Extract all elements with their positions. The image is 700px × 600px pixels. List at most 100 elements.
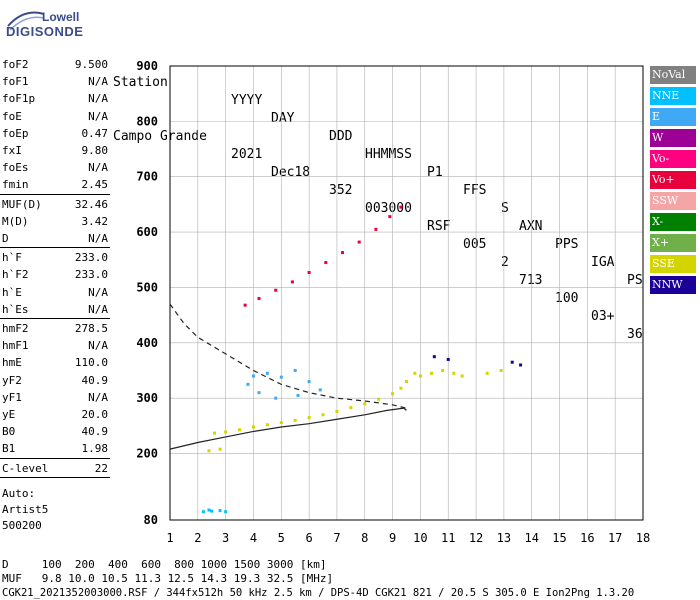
autoscale-info: Auto: [2,486,36,500]
param-row: fmin 2.45 [2,178,108,194]
echo-point [307,271,311,275]
logo-brand-bottom: DIGISONDE [6,24,84,39]
echo-point [274,396,278,400]
echo-point [519,363,523,367]
param-row: h`F 233.0 [2,251,108,267]
logo-brand-top: Lowell [42,10,80,24]
param-value: 233.0 [74,268,108,282]
echo-point [265,371,269,375]
header-value-ffs: 005 [463,237,487,252]
header-value-ddd: 352 [329,183,353,198]
x-tick-label: 8 [361,531,368,545]
header-label-iga: IGA [591,255,615,270]
param-label: yF1 [2,390,22,404]
param-value: 40.9 [81,373,109,387]
param-value: 278.5 [74,322,108,335]
echo-point [224,510,228,514]
echo-point [413,371,417,375]
x-tick-label: 9 [389,531,396,545]
header-value-ps: 36 [627,327,643,342]
param-label: foF1p [2,92,36,106]
param-value: N/A [88,390,108,404]
param-label: yE [2,408,16,421]
param-label: foE [2,109,22,123]
x-tick-label: 18 [636,531,650,545]
param-label: MUF(D) [2,197,42,211]
autoscale-info: Artist5 [2,502,49,516]
y-tick-label: 80 [144,513,158,527]
param-row: h`E N/A [2,286,108,302]
param-label: yF2 [2,373,22,387]
legend-item: Vo+ [650,171,696,189]
echo-point [432,355,436,359]
x-tick-label: 17 [608,531,622,545]
param-label: foF1 [2,75,29,89]
param-row: foF2 9.500 [2,58,108,74]
header-label-station: Station [113,75,168,90]
echo-point [318,388,322,392]
echo-point [246,382,250,386]
legend-item: NNE [650,87,696,105]
param-row: h`F2 233.0 [2,268,108,284]
echo-point [452,371,456,375]
echo-point [307,380,311,384]
param-row: foF1 N/A [2,75,108,91]
legend-item: W [650,129,696,147]
header-label-p1: P1 [427,165,443,180]
autoscale-info: 500200 [2,518,42,532]
param-row: foE N/A [2,110,108,126]
file-info-row: CGK21_2021352003000.RSF / 344fx512h 50 k… [2,587,635,599]
header-label-ffs: FFS [463,183,487,198]
header-label-s: S [501,201,509,216]
param-row: yF1 N/A [2,391,108,407]
header-label-pps: PPS [555,237,579,252]
x-tick-label: 16 [580,531,594,545]
param-value: 2.45 [81,178,109,192]
echo-point [251,425,255,429]
echo-point [243,303,247,307]
param-value: N/A [88,232,108,245]
header-label-yyyy: YYYY [231,93,263,108]
x-tick-label: 5 [278,531,285,545]
legend-item: X- [650,213,696,231]
header-label-hhmmss: HHMMSS [365,147,412,162]
x-tick-label: 14 [524,531,538,545]
bottom-info: D 100 200 400 600 800 1000 1500 3000 [km… [2,558,634,600]
param-label: B0 [2,425,16,439]
echo-point [238,428,242,432]
x-tick-label: 4 [250,531,257,545]
param-row: D N/A [2,232,108,248]
param-label: fmin [2,178,29,192]
echo-point [210,509,214,513]
param-row: fxI 9.80 [2,144,108,160]
echo-point [307,416,311,420]
echo-point [257,297,261,301]
header-values-row: Campo Grande 2021 Dec18 352 003000 RSF 0… [113,110,693,342]
echo-point [335,409,339,413]
echo-point [224,430,228,434]
header-value-s: 2 [501,255,509,270]
param-row: yF2 40.9 [2,374,108,390]
echo-point [391,392,395,396]
echo-point [207,508,211,512]
param-label: D [2,232,9,245]
x-tick-label: 2 [194,531,201,545]
header-value-p1: RSF [427,219,451,234]
header-labels-row: Station YYYY DAY DDD HHMMSS P1 FFS S AXN… [113,56,693,288]
y-tick-label: 700 [136,170,158,184]
legend-item: X+ [650,234,696,252]
echo-point [213,431,217,435]
echo-point [499,369,503,373]
param-value: 40.9 [81,425,109,439]
echo-point [321,413,325,417]
param-value: 22 [94,461,108,475]
echo-point [363,402,367,406]
param-value: 3.42 [81,214,109,228]
param-divider [0,457,110,459]
echo-point [349,406,353,410]
header-value-pps: 100 [555,291,579,306]
param-value: 0.47 [81,126,109,140]
y-tick-label: 500 [136,280,158,294]
x-tick-label: 1 [166,531,173,545]
param-label: B1 [2,442,16,456]
